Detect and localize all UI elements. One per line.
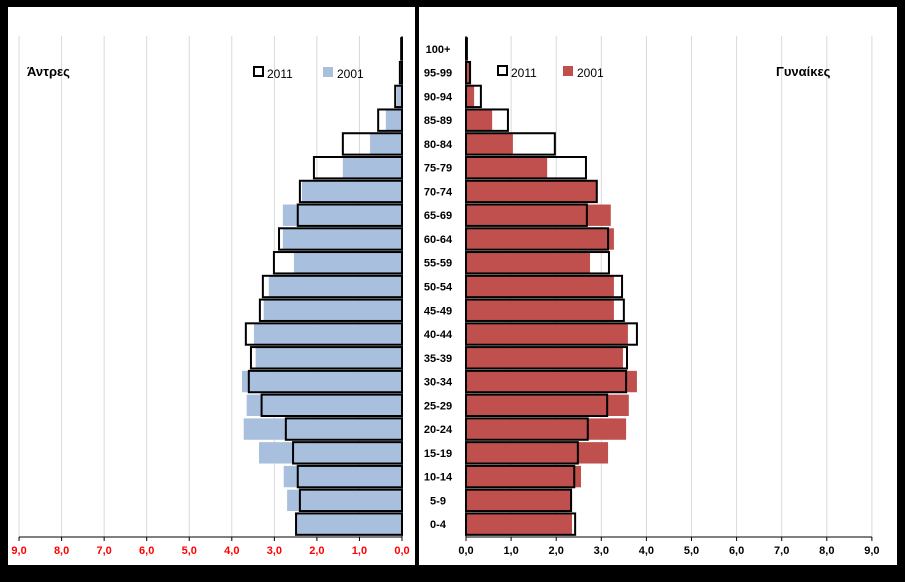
women-bar-2001-0-4 [466, 513, 572, 535]
women-bar-2001-75-79 [466, 156, 548, 179]
age-group-label: 10-14 [424, 472, 453, 484]
women-bar-2001-95-99 [466, 61, 471, 84]
men-panel-label: Άντρες [27, 64, 70, 79]
age-group-label: 15-19 [424, 448, 452, 460]
women-bar-2001-90-94 [466, 85, 475, 108]
women-x-tick-label: 7,0 [774, 545, 789, 557]
women-bar-2001-60-64 [466, 228, 614, 250]
women-x-tick-label: 3,0 [594, 545, 609, 557]
men-x-tick-label: 0,0 [394, 545, 409, 557]
men-bar-2001-40-44 [253, 323, 402, 345]
men-x-tick-label: 2,0 [309, 545, 324, 557]
women-x-tick-label: 5,0 [684, 545, 699, 557]
men-bar-2001-50-54 [268, 275, 402, 298]
women-bar-2001-40-44 [466, 323, 628, 345]
women-bar-2001-15-19 [466, 442, 609, 464]
men-bar-2001-5-9 [287, 489, 402, 512]
women-bar-2001-65-69 [466, 204, 611, 226]
men-x-tick-label: 7,0 [97, 545, 112, 557]
axis-labels: 0,0 1,0 2,0 3,0 4,0 5,0 6,0 7,0 8,0 9,0 0,0 1,0 2,0 3… [11, 44, 879, 557]
axes [18, 36, 873, 541]
women-x-tick-label: 0,0 [458, 545, 473, 557]
men-bar-2001-90-94 [396, 85, 402, 108]
women-bar-2001-35-39 [466, 347, 623, 369]
age-group-label: 30-34 [424, 377, 453, 389]
age-group-label: 90-94 [424, 91, 453, 103]
women-x-tick-label: 2,0 [549, 545, 564, 557]
age-group-label: 55-59 [424, 258, 452, 270]
men-bar-2001-25-29 [246, 394, 402, 417]
women-legend-swatch-2011 [497, 65, 508, 76]
men-bar-2001-0-4 [295, 513, 402, 535]
women-bar-2001-25-29 [466, 394, 629, 417]
age-group-label: 25-29 [424, 400, 452, 412]
men-bar-2001-10-14 [283, 465, 402, 488]
age-group-label: 40-44 [424, 329, 453, 341]
age-group-label: 50-54 [424, 282, 453, 294]
women-legend-label-2011: 2011 [511, 66, 537, 80]
men-bar-2001-85-89 [385, 109, 402, 131]
women-bar-2001-45-49 [466, 299, 614, 321]
men-x-tick-label: 6,0 [139, 545, 154, 557]
age-group-label: 60-64 [424, 234, 453, 246]
men-bar-2001-65-69 [282, 204, 402, 226]
men-legend-swatch-2001 [323, 67, 333, 77]
men-bar-2001-15-19 [259, 442, 402, 464]
men-bar-2001-20-24 [243, 418, 402, 440]
women-x-tick-label: 1,0 [503, 545, 518, 557]
women-legend-label-2001: 2001 [577, 66, 604, 80]
men-bar-2001-60-64 [282, 228, 402, 250]
age-group-label: 70-74 [424, 186, 453, 198]
men-bar-2001-55-59 [293, 252, 402, 274]
men-legend-label-2011: 2011 [267, 67, 293, 81]
men-bar-2001-80-84 [370, 133, 402, 155]
women-bar-2001-85-89 [466, 109, 493, 131]
women-bar-2001-20-24 [466, 418, 627, 440]
gridlines [18, 36, 873, 537]
men-x-tick-label: 1,0 [352, 545, 367, 557]
age-group-label: 20-24 [424, 424, 453, 436]
women-bar-2001-80-84 [466, 133, 513, 155]
men-bar-2001-70-74 [302, 180, 402, 203]
men-legend-label-2001: 2001 [337, 67, 364, 81]
age-group-label: 35-39 [424, 353, 452, 365]
women-x-tick-label: 4,0 [639, 545, 654, 557]
age-group-label: 80-84 [424, 139, 453, 151]
men-x-tick-label: 4,0 [224, 545, 239, 557]
age-group-label: 0-4 [430, 519, 447, 531]
age-group-label: 65-69 [424, 210, 452, 222]
bars-2001 [242, 38, 637, 535]
men-bar-2001-30-34 [242, 370, 402, 393]
women-bar-2001-55-59 [466, 252, 591, 274]
age-group-label: 5-9 [430, 495, 446, 507]
women-bar-2001-10-14 [466, 465, 582, 488]
men-x-tick-label: 8,0 [54, 545, 69, 557]
women-bar-2001-5-9 [466, 489, 572, 512]
men-x-tick-label: 5,0 [182, 545, 197, 557]
women-x-tick-label: 6,0 [729, 545, 744, 557]
men-bar-2001-75-79 [342, 156, 402, 179]
age-group-label: 85-89 [424, 115, 452, 127]
women-bar-2001-70-74 [466, 180, 597, 203]
women-x-tick-label: 9,0 [864, 545, 879, 557]
men-bar-2001-35-39 [255, 347, 402, 369]
men-x-tick-label: 3,0 [267, 545, 282, 557]
age-group-label: 100+ [426, 44, 451, 56]
women-bar-2001-50-54 [466, 275, 614, 298]
men-bar-2001-45-49 [263, 299, 402, 321]
women-panel-label: Γυναίκες [776, 64, 831, 79]
age-group-label: 95-99 [424, 68, 452, 80]
men-legend-swatch-2011 [253, 66, 264, 77]
women-bar-2001-30-34 [466, 370, 637, 393]
age-group-label: 75-79 [424, 163, 452, 175]
women-x-tick-label: 8,0 [819, 545, 834, 557]
men-x-tick-label: 9,0 [11, 545, 26, 557]
women-legend-swatch-2001 [563, 66, 573, 76]
age-group-label: 45-49 [424, 305, 452, 317]
